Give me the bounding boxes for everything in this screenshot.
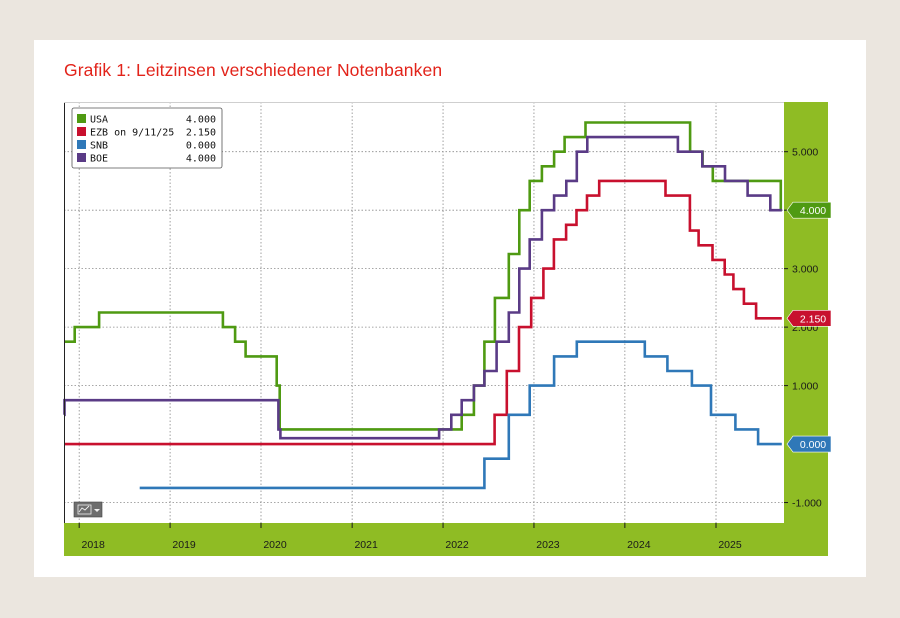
x-tick-label: 2020 <box>263 539 287 551</box>
x-tick-label: 2025 <box>718 539 742 551</box>
chart-type-button[interactable] <box>73 501 103 518</box>
y-tick-label: 3.000 <box>792 264 818 276</box>
legend-swatch-ezb <box>77 127 86 136</box>
chart-title: Grafik 1: Leitzinsen verschiedener Noten… <box>64 60 443 80</box>
legend-swatch-boe <box>77 153 86 162</box>
chart-card: Grafik 1: Leitzinsen verschiedener Noten… <box>34 40 866 577</box>
chevron-down-icon <box>94 509 100 512</box>
value-tag <box>786 310 832 327</box>
legend-value-usa: 4.000 <box>186 115 216 126</box>
legend-value-ezb: 2.150 <box>186 128 216 139</box>
legend-value-boe: 4.000 <box>186 154 216 165</box>
value-tag <box>786 435 832 453</box>
series-line-snb <box>139 340 782 490</box>
chart-type-button-bg[interactable] <box>73 501 103 518</box>
legend-swatch-snb <box>77 140 86 149</box>
value-tag-label: 2.150 <box>800 313 826 325</box>
legend-value-snb: 0.000 <box>186 141 216 152</box>
x-tick-label: 2021 <box>354 539 378 551</box>
legend-label-boe: BOE <box>90 154 108 165</box>
y-tick-label: 1.000 <box>792 381 818 393</box>
line-chart-icon-trace <box>78 505 90 513</box>
legend-swatch-usa <box>77 114 86 123</box>
series-line-ezb <box>64 179 782 446</box>
legend-label-usa: USA <box>90 115 108 126</box>
x-tick-label: 2018 <box>82 539 106 551</box>
line-chart-icon <box>77 504 92 515</box>
x-axis-band <box>64 523 828 556</box>
series-line-boe <box>63 135 782 440</box>
y-tick-label: -1.000 <box>792 498 822 510</box>
y-axis-band <box>784 102 828 556</box>
legend-box <box>71 107 223 169</box>
x-tick-label: 2022 <box>445 539 469 551</box>
legend-label-ezb: EZB on 9/11/25 <box>90 128 174 139</box>
value-tag-label: 4.000 <box>800 205 826 217</box>
y-tick-label: 5.000 <box>792 147 818 159</box>
value-tag <box>786 201 832 219</box>
x-tick-label: 2024 <box>627 539 651 551</box>
x-tick-label: 2019 <box>172 539 196 551</box>
value-tag-label: 0.000 <box>800 439 826 451</box>
legend-label-snb: SNB <box>90 141 108 152</box>
x-tick-label: 2023 <box>536 539 560 551</box>
